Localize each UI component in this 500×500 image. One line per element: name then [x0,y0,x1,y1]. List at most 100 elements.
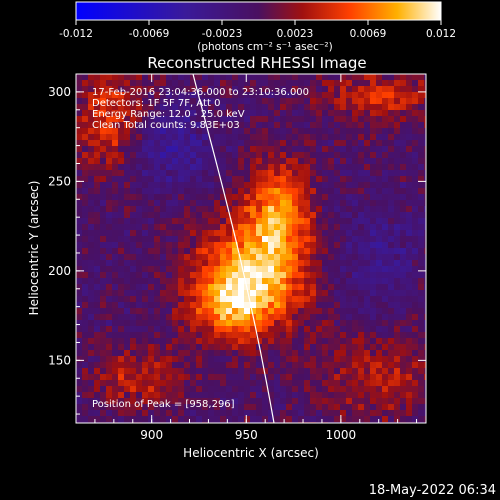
heatmap-cell [184,314,190,320]
heatmap-cell [178,410,184,416]
heatmap-cell [172,206,178,212]
heatmap-cell [124,86,130,92]
heatmap-cell [94,296,100,302]
heatmap-cell [100,350,106,356]
heatmap-cell [172,308,178,314]
heatmap-cell [358,140,364,146]
heatmap-cell [424,278,426,284]
heatmap-cell [148,194,154,200]
heatmap-cell [286,170,292,176]
heatmap-cell [214,122,220,128]
heatmap-cell [352,362,358,368]
heatmap-cell [208,242,214,248]
heatmap-cell [214,206,220,212]
heatmap-cell [406,380,412,386]
heatmap-cell [424,350,426,356]
heatmap-cell [172,392,178,398]
heatmap-cell [142,98,148,104]
heatmap-cell [370,254,376,260]
heatmap-cell [250,206,256,212]
heatmap-cell [298,380,304,386]
heatmap-cell [250,152,256,158]
heatmap-cell [352,248,358,254]
heatmap-cell [148,104,154,110]
heatmap-cell [172,80,178,86]
heatmap-cell [316,86,322,92]
heatmap-cell [388,326,394,332]
heatmap-cell [298,200,304,206]
heatmap-cell [322,158,328,164]
heatmap-cell [214,410,220,416]
heatmap-cell [388,386,394,392]
heatmap-cell [388,416,394,422]
heatmap-cell [328,314,334,320]
heatmap-cell [334,110,340,116]
heatmap-cell [322,74,328,80]
heatmap-cell [202,254,208,260]
heatmap-cell [334,230,340,236]
heatmap-cell [100,146,106,152]
heatmap-cell [406,74,412,80]
heatmap-cell [226,320,232,326]
heatmap-cell [232,338,238,344]
heatmap-cell [220,158,226,164]
heatmap-cell [238,248,244,254]
heatmap-cell [406,404,412,410]
heatmap-cell [238,242,244,248]
heatmap-cell [226,206,232,212]
heatmap-cell [340,326,346,332]
heatmap-cell [388,242,394,248]
heatmap-cell [418,128,424,134]
heatmap-cell [238,380,244,386]
heatmap-cell [256,116,262,122]
heatmap-cell [328,272,334,278]
heatmap-cell [358,176,364,182]
heatmap-cell [214,158,220,164]
heatmap-cell [424,332,426,338]
heatmap-cell [100,128,106,134]
heatmap-cell [364,218,370,224]
heatmap-cell [100,272,106,278]
heatmap-cell [370,242,376,248]
heatmap-cell [130,110,136,116]
heatmap-cell [208,230,214,236]
heatmap-cell [376,362,382,368]
heatmap-cell [154,170,160,176]
heatmap-cell [220,308,226,314]
heatmap-cell [358,134,364,140]
heatmap-cell [280,344,286,350]
heatmap-cell [322,92,328,98]
heatmap-cell [94,368,100,374]
heatmap-cell [244,110,250,116]
heatmap-cell [106,296,112,302]
heatmap-cell [232,248,238,254]
heatmap-cell [184,242,190,248]
heatmap-cell [136,194,142,200]
heatmap-cell [88,314,94,320]
heatmap-cell [220,128,226,134]
heatmap-cell [262,344,268,350]
heatmap-cell [328,236,334,242]
heatmap-cell [292,248,298,254]
heatmap-cell [334,284,340,290]
heatmap-cell [94,146,100,152]
heatmap-cell [328,392,334,398]
heatmap-cell [400,374,406,380]
heatmap-cell [352,92,358,98]
heatmap-cell [178,98,184,104]
heatmap-cell [418,206,424,212]
heatmap-cell [382,386,388,392]
heatmap-cell [160,344,166,350]
heatmap-cell [316,356,322,362]
heatmap-cell [346,344,352,350]
heatmap-cell [196,302,202,308]
heatmap-cell [106,326,112,332]
heatmap-cell [172,278,178,284]
heatmap-cell [232,80,238,86]
heatmap-cell [358,386,364,392]
heatmap-cell [154,194,160,200]
heatmap-cell [220,164,226,170]
heatmap-cell [166,122,172,128]
heatmap-cell [352,392,358,398]
y-tick-label: 250 [48,174,71,188]
